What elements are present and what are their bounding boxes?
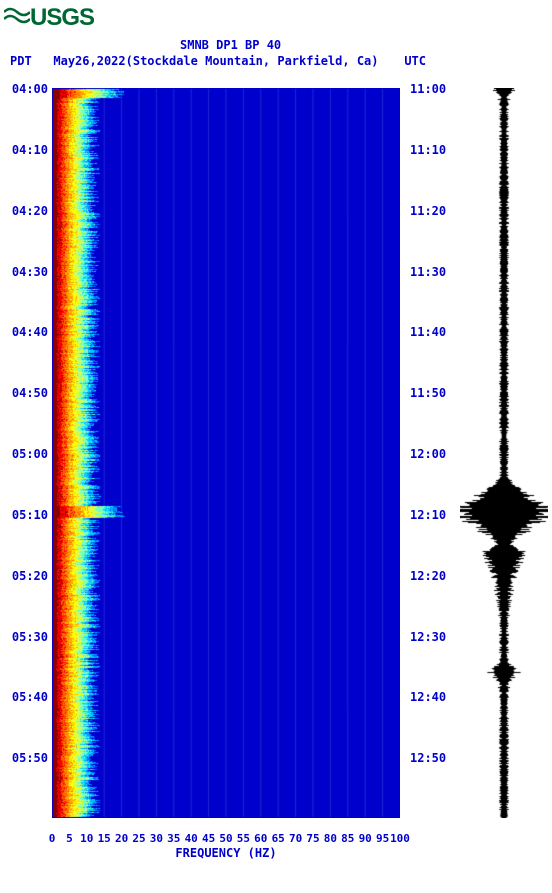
left-tick-label: 05:20	[12, 569, 48, 583]
right-tick-label: 11:00	[410, 82, 446, 96]
x-tick-label: 5	[66, 832, 73, 845]
date-label: May26,2022	[53, 54, 125, 68]
x-tick-label: 90	[359, 832, 372, 845]
right-tick-label: 12:30	[410, 630, 446, 644]
x-tick-label: 15	[98, 832, 111, 845]
right-tick-label: 12:20	[410, 569, 446, 583]
left-tick-label: 04:20	[12, 204, 48, 218]
left-time-axis: 04:0004:1004:2004:3004:4004:5005:0005:10…	[2, 88, 50, 818]
spectrogram-canvas	[52, 88, 400, 818]
spectrogram-plot	[52, 88, 400, 818]
right-tick-label: 11:30	[410, 265, 446, 279]
x-tick-label: 50	[219, 832, 232, 845]
x-tick-label: 75	[306, 832, 319, 845]
frequency-axis: 0510152025303540455055606570758085909510…	[52, 818, 400, 846]
left-tick-label: 05:40	[12, 690, 48, 704]
right-tick-label: 12:10	[410, 508, 446, 522]
x-tick-label: 25	[132, 832, 145, 845]
x-axis-label: FREQUENCY (HZ)	[52, 846, 400, 860]
right-tick-label: 12:40	[410, 690, 446, 704]
x-tick-label: 60	[254, 832, 267, 845]
x-tick-label: 100	[390, 832, 410, 845]
usgs-logo: USGS	[4, 4, 94, 33]
x-tick-label: 30	[150, 832, 163, 845]
left-tick-label: 04:40	[12, 325, 48, 339]
right-tick-label: 12:00	[410, 447, 446, 461]
left-tick-label: 04:50	[12, 386, 48, 400]
x-tick-label: 20	[115, 832, 128, 845]
x-tick-label: 80	[324, 832, 337, 845]
right-tick-label: 11:20	[410, 204, 446, 218]
right-tick-label: 11:10	[410, 143, 446, 157]
x-tick-label: 95	[376, 832, 389, 845]
x-tick-label: 55	[237, 832, 250, 845]
chart-title: SMNB DP1 BP 40	[180, 38, 281, 52]
right-tick-label: 12:50	[410, 751, 446, 765]
tz-right-label: UTC	[404, 54, 426, 68]
seismogram-plot	[460, 88, 548, 818]
x-tick-label: 35	[167, 832, 180, 845]
right-time-axis: 11:0011:1011:2011:3011:4011:5012:0012:10…	[402, 88, 450, 818]
x-tick-label: 85	[341, 832, 354, 845]
x-tick-label: 65	[272, 832, 285, 845]
logo-text: USGS	[30, 4, 94, 31]
x-tick-label: 10	[80, 832, 93, 845]
x-tick-label: 0	[49, 832, 56, 845]
right-tick-label: 11:40	[410, 325, 446, 339]
tz-left-label: PDT	[10, 54, 32, 68]
logo-wave-icon	[4, 5, 30, 33]
station-label: (Stockdale Mountain, Parkfield, Ca)	[126, 54, 379, 68]
x-tick-label: 40	[185, 832, 198, 845]
left-tick-label: 05:10	[12, 508, 48, 522]
left-tick-label: 05:50	[12, 751, 48, 765]
x-tick-label: 45	[202, 832, 215, 845]
chart-subtitle: PDT May26,2022(Stockdale Mountain, Parkf…	[10, 54, 430, 68]
left-tick-label: 04:30	[12, 265, 48, 279]
x-tick-label: 70	[289, 832, 302, 845]
left-tick-label: 05:30	[12, 630, 48, 644]
left-tick-label: 04:10	[12, 143, 48, 157]
seismogram-canvas	[460, 88, 548, 818]
left-tick-label: 04:00	[12, 82, 48, 96]
left-tick-label: 05:00	[12, 447, 48, 461]
right-tick-label: 11:50	[410, 386, 446, 400]
